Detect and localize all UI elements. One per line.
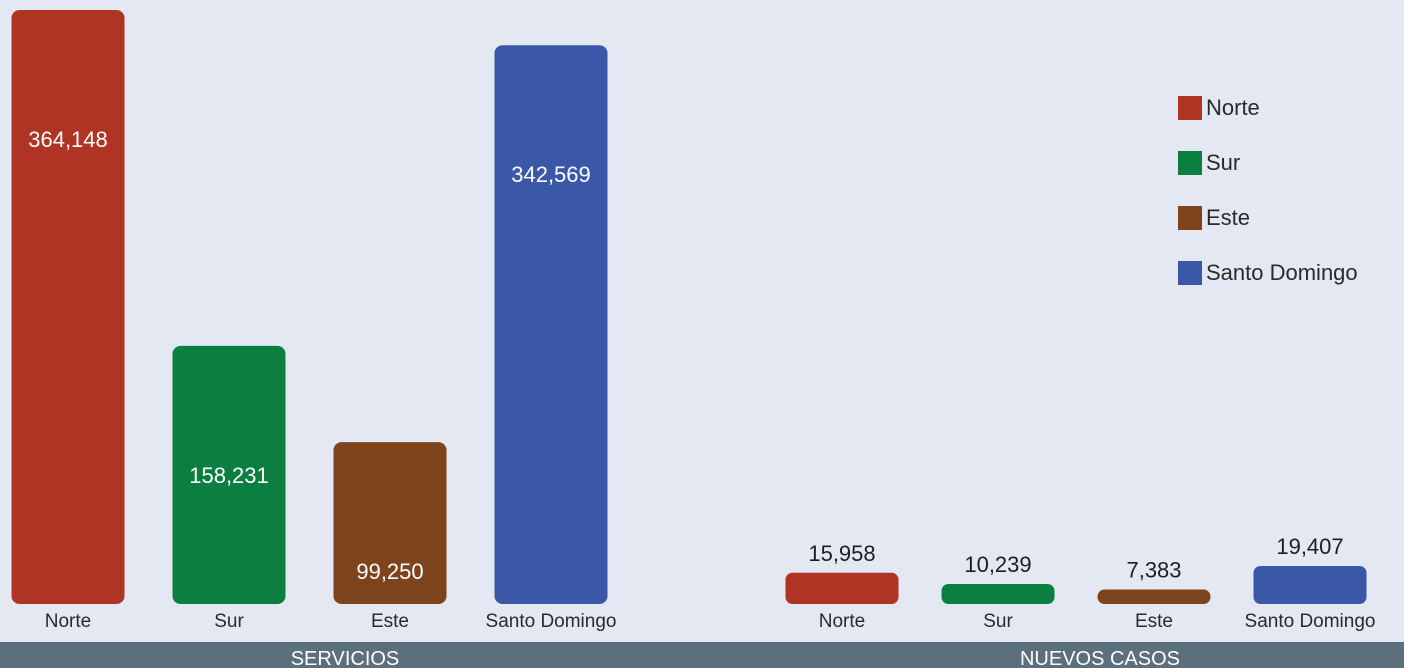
nuevos-casos-value-label-santo-domingo: 19,407 xyxy=(1276,534,1343,559)
nuevos-casos-bar-santo-domingo xyxy=(1253,566,1367,604)
legend-label-sur: Sur xyxy=(1206,150,1240,175)
servicios-category-label-santo-domingo: Santo Domingo xyxy=(486,611,617,632)
nuevos-casos-value-label-sur: 10,239 xyxy=(964,552,1031,577)
servicios-category-label-este: Este xyxy=(371,611,409,632)
legend: Norte Sur Este Santo Domingo xyxy=(1178,95,1358,285)
servicios-value-label-sur: 158,231 xyxy=(189,463,269,488)
legend-label-santo-domingo: Santo Domingo xyxy=(1206,260,1358,285)
legend-label-norte: Norte xyxy=(1206,95,1260,120)
legend-swatch-santo-domingo xyxy=(1178,261,1202,285)
nuevos-casos-category-label-santo-domingo: Santo Domingo xyxy=(1245,611,1376,632)
nuevos-casos-value-label-este: 7,383 xyxy=(1126,558,1181,583)
nuevos-casos-bar-sur xyxy=(941,583,1055,604)
servicios-category-label-sur: Sur xyxy=(214,611,244,632)
servicios-value-label-norte: 364,148 xyxy=(28,127,108,152)
servicios-section-label: SERVICIOS xyxy=(291,648,400,668)
servicios-bar-santo-domingo xyxy=(494,45,608,605)
nuevos-casos-value-label-norte: 15,958 xyxy=(808,541,875,566)
legend-swatch-sur xyxy=(1178,151,1202,175)
nuevos-casos-bar-norte xyxy=(785,572,899,604)
legend-label-este: Este xyxy=(1206,205,1250,230)
nuevos-casos-section-label: NUEVOS CASOS xyxy=(1020,648,1180,668)
nuevos-casos-bar-este xyxy=(1097,589,1211,604)
nuevos-casos-category-label-este: Este xyxy=(1135,611,1173,632)
section-bar xyxy=(0,642,1404,668)
servicios-bar-este xyxy=(333,442,447,604)
servicios-bar-norte xyxy=(11,10,125,604)
servicios-value-label-santo-domingo: 342,569 xyxy=(511,162,591,187)
legend-swatch-norte xyxy=(1178,96,1202,120)
nuevos-casos-category-label-norte: Norte xyxy=(819,611,865,632)
legend-swatch-este xyxy=(1178,206,1202,230)
servicios-bar-sur xyxy=(172,345,286,604)
nuevos-casos-category-label-sur: Sur xyxy=(983,611,1013,632)
servicios-category-label-norte: Norte xyxy=(45,611,91,632)
servicios-value-label-este: 99,250 xyxy=(356,559,423,584)
